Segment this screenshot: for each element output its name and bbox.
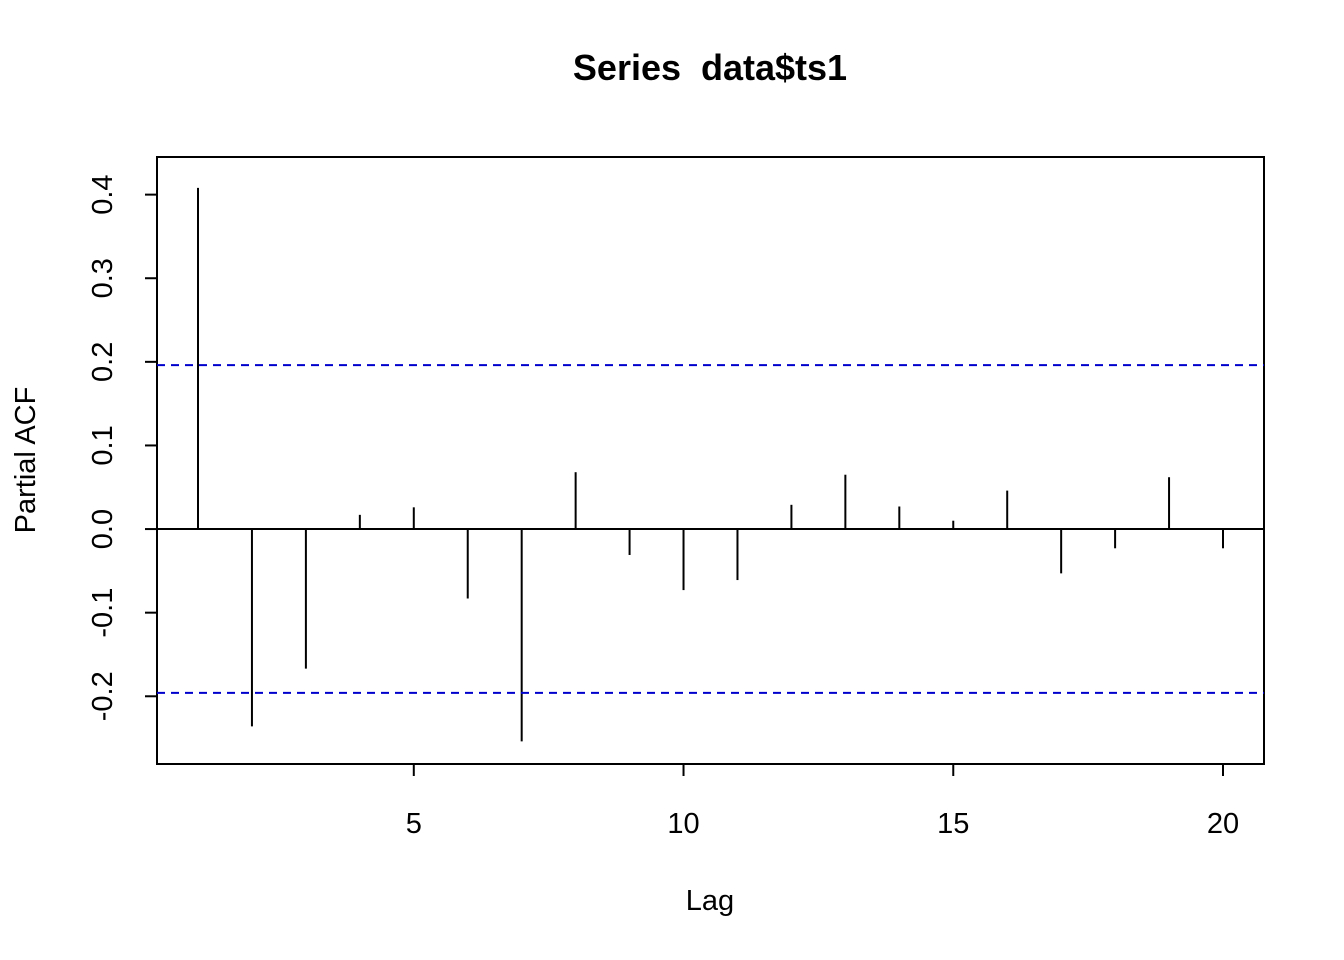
y-tick-label: 0.1 <box>87 425 119 465</box>
y-tick-label: -0.1 <box>87 588 119 638</box>
x-tick-label: 20 <box>1207 808 1239 840</box>
y-tick-label: 0.3 <box>87 258 119 298</box>
y-tick-label: -0.2 <box>87 671 119 721</box>
confidence-bounds <box>157 364 1264 694</box>
x-tick-label: 5 <box>406 808 422 840</box>
y-tick-label: 0.0 <box>87 509 119 549</box>
plot-frame <box>156 156 1265 765</box>
y-axis: -0.2 -0.1 0.0 0.1 0.2 0.3 0.4 <box>87 174 158 721</box>
pacf-bars <box>157 187 1264 742</box>
x-tick-label: 10 <box>667 808 699 840</box>
x-axis: 5 10 15 20 <box>406 763 1239 840</box>
y-tick-label: 0.2 <box>87 342 119 382</box>
y-tick-label: 0.4 <box>87 174 119 214</box>
x-axis-label: Lag <box>686 885 734 917</box>
chart-title: Series data$ts1 <box>573 47 847 88</box>
x-tick-label: 15 <box>937 808 969 840</box>
y-axis-label: Partial ACF <box>10 387 42 534</box>
